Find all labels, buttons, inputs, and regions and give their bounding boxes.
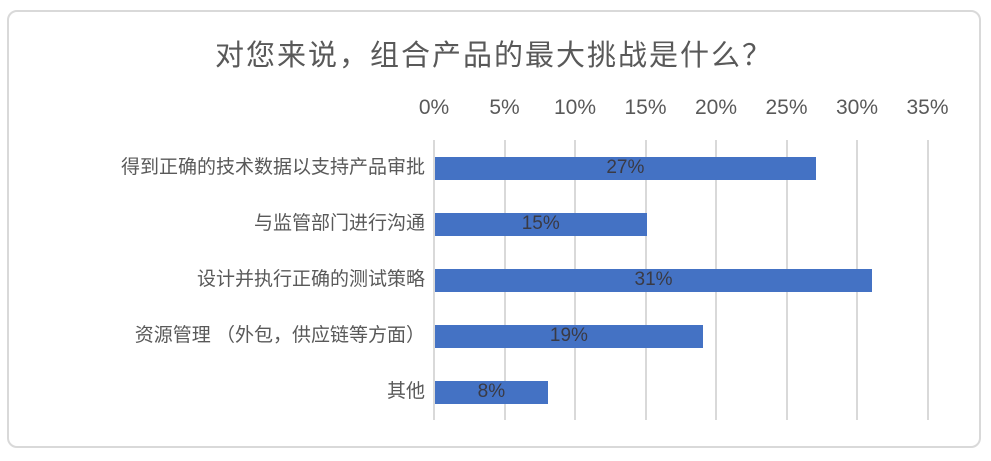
category-label: 与监管部门进行沟通 [253, 213, 425, 234]
gridline [433, 140, 435, 420]
bar [435, 324, 703, 348]
x-axis-tick-label: 15% [624, 96, 667, 119]
x-axis-tick-label: 25% [765, 96, 808, 119]
bar-value-label: 15% [521, 213, 560, 234]
x-axis-tick-label: 20% [694, 96, 738, 119]
category-label: 得到正确的技术数据以支持产品审批 [120, 157, 425, 178]
x-axis-tick-label: 0% [418, 96, 450, 119]
chart-title: 对您来说，组合产品的最大挑战是什么？ [214, 40, 773, 72]
x-axis-tick-label: 5% [489, 96, 520, 119]
category-label: 资源管理 （外包，供应链等方面） [134, 325, 425, 346]
bar-value-label: 31% [634, 269, 673, 290]
bar [435, 156, 816, 180]
bar-value-label: 27% [606, 157, 645, 178]
x-axis-tick-label: 35% [906, 96, 949, 119]
bar [435, 212, 647, 236]
category-label: 其他 [386, 381, 425, 402]
bar-value-label: 8% [477, 381, 506, 402]
bar [435, 380, 548, 404]
x-axis-tick-label: 30% [835, 96, 879, 119]
bar [435, 268, 873, 292]
category-label: 设计并执行正确的测试策略 [196, 269, 425, 290]
gridline [926, 140, 929, 420]
x-axis-tick-label: 10% [553, 96, 597, 119]
bar-value-label: 19% [549, 325, 588, 346]
chart-container: 对您来说，组合产品的最大挑战是什么？ 0% 5% 10% 15% 20% 25% 30% 35… [7, 10, 981, 448]
